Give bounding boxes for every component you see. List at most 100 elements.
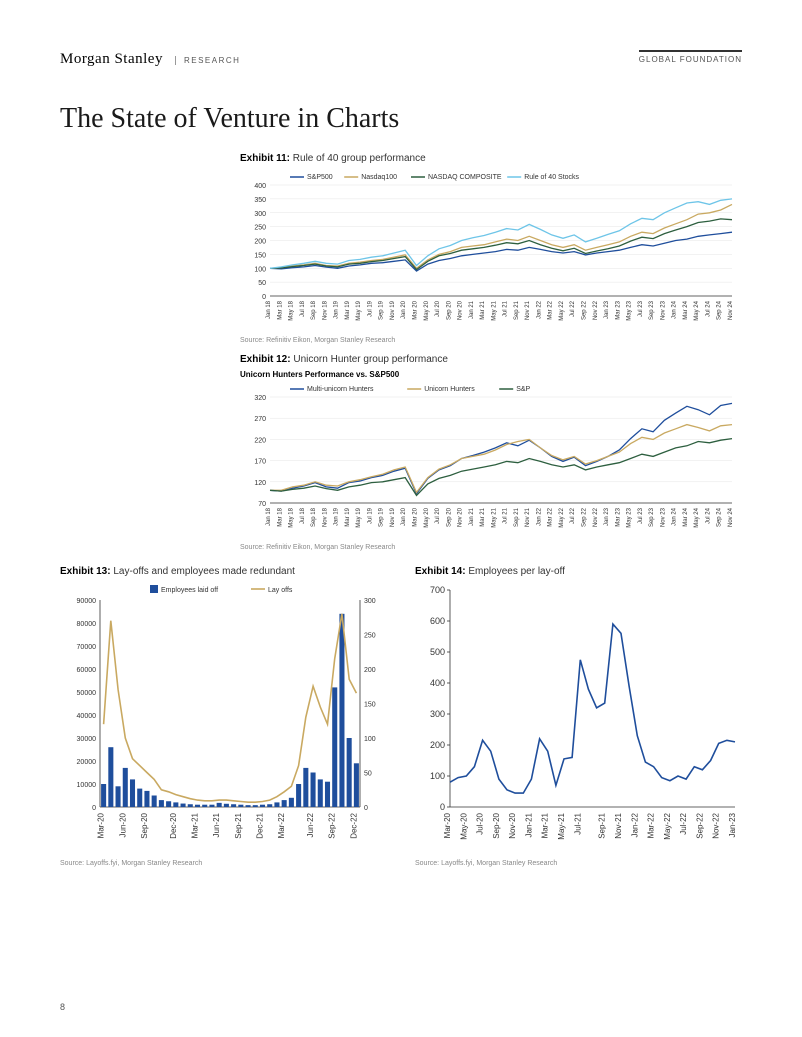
- svg-text:Jan 20: Jan 20: [401, 507, 407, 526]
- svg-text:400: 400: [254, 183, 266, 190]
- svg-text:30000: 30000: [77, 736, 97, 743]
- svg-text:Employees laid off: Employees laid off: [161, 587, 218, 594]
- svg-text:Jul 21: Jul 21: [503, 507, 509, 524]
- svg-text:Jan 21: Jan 21: [469, 300, 475, 319]
- svg-text:May 18: May 18: [289, 300, 295, 320]
- svg-text:Sep 21: Sep 21: [514, 507, 520, 527]
- svg-text:Multi-unicorn Hunters: Multi-unicorn Hunters: [307, 386, 374, 393]
- svg-text:Nov 18: Nov 18: [322, 507, 328, 527]
- svg-text:Nov 19: Nov 19: [390, 300, 396, 320]
- svg-text:270: 270: [254, 416, 266, 423]
- svg-text:Jun-21: Jun-21: [212, 812, 221, 837]
- svg-text:Sep-20: Sep-20: [492, 812, 501, 838]
- svg-text:Mar-21: Mar-21: [541, 812, 550, 838]
- page: Morgan Stanley RESEARCH GLOBAL FOUNDATIO…: [0, 0, 802, 1037]
- svg-text:May 24: May 24: [694, 300, 700, 320]
- svg-text:Mar 18: Mar 18: [277, 300, 283, 319]
- svg-text:Sep 18: Sep 18: [311, 300, 317, 320]
- svg-text:Nov 23: Nov 23: [660, 300, 666, 320]
- svg-text:S&P: S&P: [516, 386, 530, 393]
- svg-text:Mar 23: Mar 23: [615, 507, 621, 526]
- svg-text:Jan 21: Jan 21: [469, 507, 475, 526]
- svg-text:Jan-23: Jan-23: [728, 812, 737, 837]
- svg-text:Nov 20: Nov 20: [458, 300, 464, 320]
- svg-text:May-21: May-21: [557, 812, 566, 839]
- svg-text:200: 200: [430, 740, 445, 750]
- exhibit-14: Exhibit 14: Employees per lay-off 010020…: [415, 566, 745, 867]
- svg-text:250: 250: [254, 225, 266, 232]
- exhibit-13-subtitle: Lay-offs and employees made redundant: [113, 566, 295, 577]
- svg-text:Jul 23: Jul 23: [638, 507, 644, 524]
- exhibit-13-label: Exhibit 13:: [60, 566, 111, 577]
- svg-text:May-20: May-20: [459, 812, 468, 839]
- svg-text:Nov 23: Nov 23: [660, 507, 666, 527]
- svg-text:Jan 22: Jan 22: [536, 300, 542, 319]
- svg-text:Mar 23: Mar 23: [615, 300, 621, 319]
- svg-text:Nov-21: Nov-21: [614, 812, 623, 838]
- svg-text:Sep 23: Sep 23: [649, 507, 655, 527]
- svg-text:Jan 23: Jan 23: [604, 300, 610, 319]
- page-title: The State of Venture in Charts: [60, 103, 742, 135]
- svg-text:Jan 24: Jan 24: [672, 300, 678, 319]
- svg-text:Jul 19: Jul 19: [367, 300, 373, 317]
- svg-text:0: 0: [262, 294, 266, 301]
- svg-text:150: 150: [254, 252, 266, 259]
- svg-text:Jul 23: Jul 23: [638, 300, 644, 317]
- exhibit-14-source: Source: Layoffs.fyi, Morgan Stanley Rese…: [415, 860, 745, 867]
- svg-text:Sep 22: Sep 22: [582, 507, 588, 527]
- svg-text:700: 700: [430, 585, 445, 595]
- svg-text:Jan 18: Jan 18: [266, 507, 272, 526]
- svg-text:Mar-22: Mar-22: [277, 812, 286, 838]
- chart-13: Employees laid offLay offs01000020000300…: [60, 582, 390, 857]
- svg-text:Sep 20: Sep 20: [446, 507, 452, 527]
- svg-text:NASDAQ COMPOSITE: NASDAQ COMPOSITE: [428, 174, 502, 181]
- exhibit-11: Exhibit 11: Rule of 40 group performance…: [240, 153, 742, 344]
- svg-text:Mar-20: Mar-20: [97, 812, 106, 838]
- exhibit-12: Exhibit 12: Unicorn Hunter group perform…: [240, 354, 742, 551]
- svg-text:320: 320: [254, 395, 266, 402]
- svg-text:Jul 24: Jul 24: [705, 300, 711, 317]
- exhibit-11-title: Exhibit 11: Rule of 40 group performance: [240, 153, 742, 164]
- svg-text:May 22: May 22: [559, 300, 565, 320]
- svg-text:Sep 24: Sep 24: [717, 507, 723, 527]
- svg-text:Nov 21: Nov 21: [525, 507, 531, 527]
- svg-text:Dec-20: Dec-20: [169, 812, 178, 838]
- svg-text:Sep 24: Sep 24: [717, 300, 723, 320]
- svg-text:Mar 21: Mar 21: [480, 507, 486, 526]
- chart-12: 70120170220270320Jan 18Mar 18May 18Jul 1…: [240, 381, 740, 541]
- svg-text:Nov 22: Nov 22: [593, 300, 599, 320]
- svg-text:300: 300: [430, 709, 445, 719]
- svg-text:Nov 24: Nov 24: [728, 507, 734, 527]
- svg-text:Mar 21: Mar 21: [480, 300, 486, 319]
- svg-text:Unicorn Hunters: Unicorn Hunters: [424, 386, 475, 393]
- svg-text:Jan 22: Jan 22: [536, 507, 542, 526]
- svg-text:Mar-20: Mar-20: [443, 812, 452, 838]
- exhibit-12-source: Source: Refinitiv Eikon, Morgan Stanley …: [240, 544, 742, 551]
- svg-text:Jan 23: Jan 23: [604, 507, 610, 526]
- svg-text:Nov-20: Nov-20: [508, 812, 517, 838]
- exhibit-12-title: Exhibit 12: Unicorn Hunter group perform…: [240, 354, 742, 365]
- svg-text:Jan 20: Jan 20: [401, 300, 407, 319]
- svg-text:Mar 24: Mar 24: [683, 507, 689, 526]
- svg-text:20000: 20000: [77, 759, 97, 766]
- svg-text:Jan 24: Jan 24: [672, 507, 678, 526]
- svg-text:0: 0: [364, 805, 368, 812]
- svg-text:Mar-21: Mar-21: [191, 812, 200, 838]
- svg-text:400: 400: [430, 678, 445, 688]
- svg-text:Dec-22: Dec-22: [349, 812, 358, 838]
- page-number: 8: [60, 1002, 65, 1012]
- svg-text:80000: 80000: [77, 621, 97, 628]
- svg-text:300: 300: [254, 211, 266, 218]
- svg-text:Sep 23: Sep 23: [649, 300, 655, 320]
- svg-text:Sep-21: Sep-21: [598, 812, 607, 838]
- bottom-row: Exhibit 13: Lay-offs and employees made …: [60, 566, 742, 867]
- svg-text:0: 0: [92, 805, 96, 812]
- svg-text:Mar 18: Mar 18: [277, 507, 283, 526]
- svg-text:Nov-22: Nov-22: [712, 812, 721, 838]
- svg-text:Jul 18: Jul 18: [300, 300, 306, 317]
- svg-text:200: 200: [254, 239, 266, 246]
- header: Morgan Stanley RESEARCH GLOBAL FOUNDATIO…: [60, 50, 742, 68]
- exhibit-14-label: Exhibit 14:: [415, 566, 466, 577]
- svg-text:70: 70: [258, 501, 266, 508]
- svg-text:300: 300: [364, 598, 376, 605]
